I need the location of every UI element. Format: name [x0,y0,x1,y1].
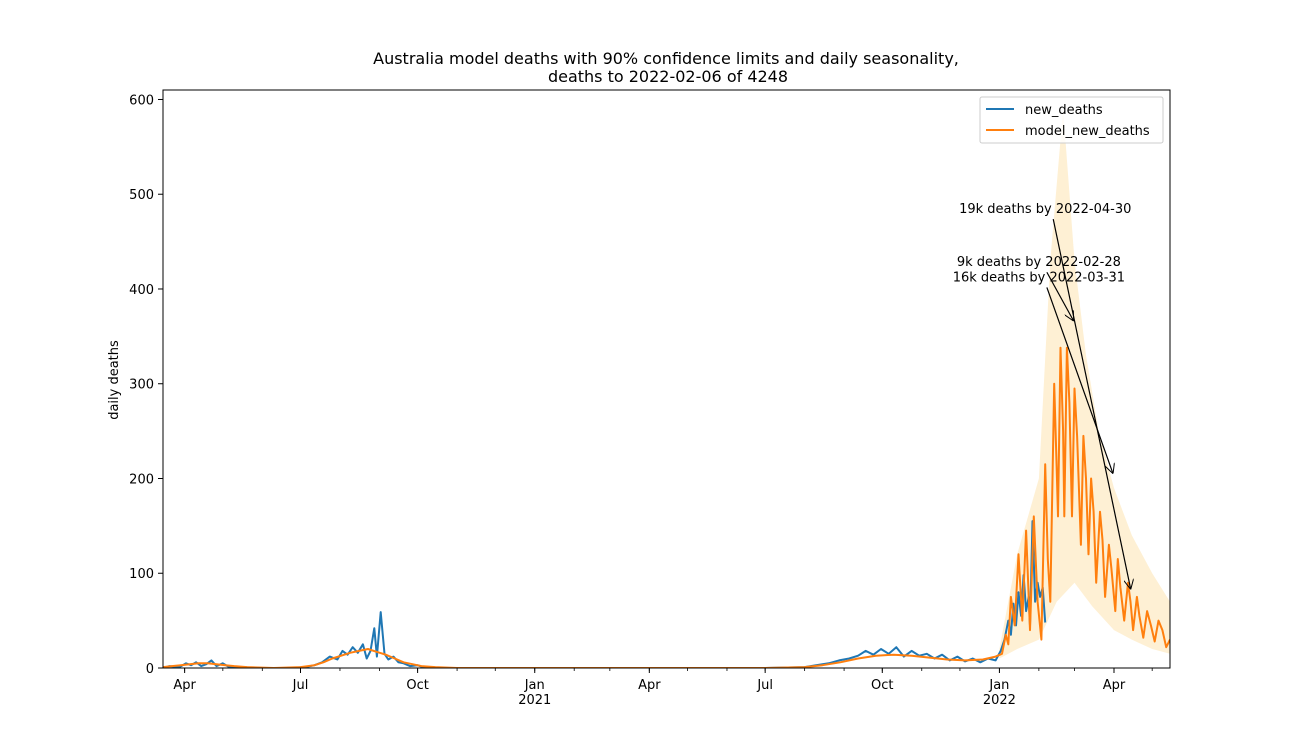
legend-box [979,96,1164,144]
y-tick-label: 600 [129,93,154,108]
x-tick-year-label: 2022 [983,693,1016,708]
y-tick-label: 300 [129,378,154,393]
annotation-arrow-1 [1046,271,1073,320]
legend-label-model-new-deaths: model_new_deaths [1025,124,1150,139]
legend: new_deaths model_new_deaths [979,96,1164,144]
x-tick-year-label: 2021 [518,693,551,708]
confidence-band [999,109,1170,659]
x-tick-label: Oct [871,678,893,693]
y-tick-label: 0 [146,662,154,677]
chart-title-line-1: Australia model deaths with 90% confiden… [373,49,959,68]
x-tick-label: Apr [173,678,196,693]
x-tick-label: Apr [638,678,661,693]
x-tick-label: Jul [292,678,309,693]
plot-frame [162,89,1171,669]
x-tick-label: Jan [524,678,545,693]
y-tick-label: 400 [129,283,154,298]
series-line-model-new-deaths [163,346,1170,668]
y-tick-label: 200 [129,472,154,487]
x-tick-label: Oct [406,678,428,693]
x-tick-label: Jul [756,678,773,693]
annotation-arrow-0 [1052,219,1130,588]
x-tick-label: Jan [988,678,1009,693]
annotation-text-0: 19k deaths by 2022-04-30 [959,202,1131,217]
annotation-arrow-2 [1046,287,1113,472]
chart-title-line-2: deaths to 2022-02-06 of 4248 [548,67,788,86]
y-tick-label: 100 [129,567,154,582]
x-tick-label: Apr [1103,678,1126,693]
y-axis-label: daily deaths [107,340,122,420]
y-tick-label: 500 [129,188,154,203]
legend-label-new-deaths: new_deaths [1025,103,1103,118]
series-line-new-deaths [163,520,1047,668]
annotation-text-1: 9k deaths by 2022-02-28 [957,255,1121,270]
annotation-text-2: 16k deaths by 2022-03-31 [953,270,1125,285]
